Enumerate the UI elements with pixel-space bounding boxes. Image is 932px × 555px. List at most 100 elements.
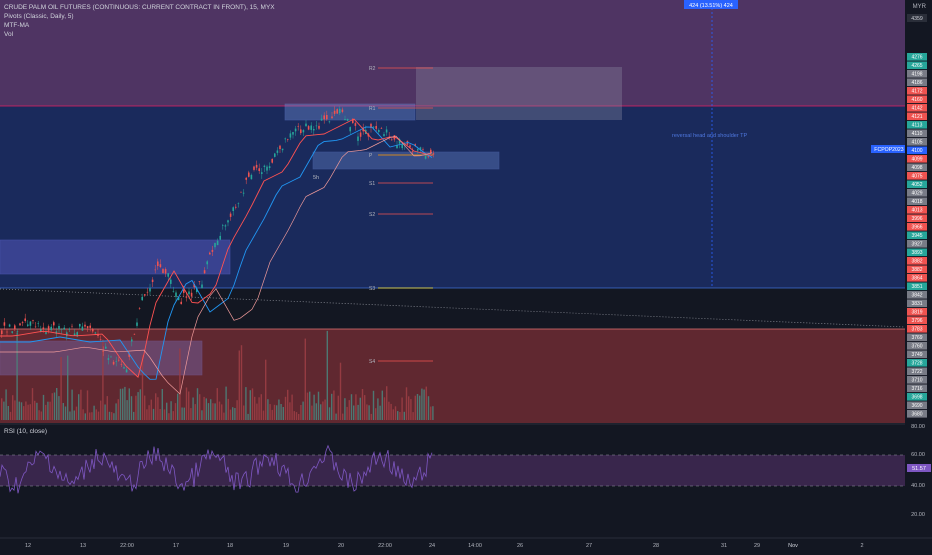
candle[interactable] [94, 332, 97, 334]
candle[interactable] [84, 324, 86, 327]
candle[interactable] [287, 139, 289, 140]
candle[interactable] [339, 108, 341, 114]
candle[interactable] [167, 273, 169, 277]
candle[interactable] [250, 174, 253, 180]
candle[interactable] [149, 288, 151, 292]
candle[interactable] [357, 136, 359, 141]
candle[interactable] [326, 115, 328, 120]
trend-line-dotted[interactable] [0, 288, 906, 328]
candle[interactable] [133, 333, 136, 335]
candle[interactable] [45, 332, 47, 334]
candle[interactable] [141, 296, 143, 301]
candle[interactable] [81, 326, 84, 331]
candle[interactable] [180, 301, 182, 305]
candle[interactable] [110, 356, 112, 358]
candle[interactable] [99, 339, 102, 340]
candle[interactable] [214, 243, 216, 248]
candle[interactable] [203, 270, 206, 274]
candle[interactable] [102, 351, 104, 352]
indicator-mtf-ma[interactable]: MTF-MA [4, 22, 30, 29]
candle[interactable] [86, 326, 89, 329]
candle[interactable] [227, 220, 229, 223]
supply-box-top[interactable] [284, 103, 416, 121]
candle[interactable] [401, 144, 403, 149]
candle[interactable] [3, 322, 6, 326]
candle[interactable] [92, 329, 94, 332]
candle[interactable] [219, 235, 221, 240]
candle[interactable] [66, 332, 68, 337]
candle[interactable] [97, 333, 99, 336]
candle[interactable] [414, 144, 416, 146]
candle[interactable] [341, 109, 344, 112]
candle[interactable] [331, 116, 333, 119]
candle[interactable] [19, 323, 21, 326]
candle[interactable] [289, 133, 292, 138]
candle[interactable] [409, 145, 411, 148]
candle[interactable] [162, 269, 164, 273]
candle[interactable] [115, 361, 117, 362]
candle[interactable] [255, 164, 258, 168]
candle[interactable] [430, 149, 432, 154]
candle[interactable] [24, 318, 26, 322]
candle[interactable] [136, 322, 138, 326]
candle[interactable] [323, 115, 325, 120]
candle[interactable] [313, 129, 315, 131]
candle[interactable] [27, 324, 29, 326]
candle[interactable] [422, 149, 424, 150]
candle[interactable] [346, 119, 349, 121]
candle[interactable] [183, 289, 185, 293]
candle[interactable] [1, 330, 3, 334]
candle[interactable] [196, 288, 198, 293]
candle[interactable] [128, 353, 130, 357]
candle[interactable] [71, 325, 73, 327]
candle[interactable] [294, 128, 297, 132]
candle[interactable] [34, 326, 37, 328]
candle[interactable] [216, 240, 219, 246]
candle[interactable] [190, 292, 193, 297]
candle[interactable] [172, 291, 175, 292]
candle[interactable] [76, 332, 78, 337]
candle[interactable] [120, 364, 123, 365]
candle[interactable] [211, 249, 214, 252]
candle[interactable] [411, 151, 414, 153]
range-box[interactable] [312, 151, 500, 170]
rsi-legend[interactable]: RSI (10, close) [4, 428, 47, 435]
candle[interactable] [232, 207, 234, 211]
candle[interactable] [164, 269, 167, 274]
candle[interactable] [60, 329, 63, 330]
candle[interactable] [266, 166, 268, 171]
candle[interactable] [89, 325, 91, 328]
candle[interactable] [372, 126, 375, 128]
candle[interactable] [42, 327, 45, 330]
candle[interactable] [50, 326, 52, 331]
candle[interactable] [320, 118, 323, 121]
candle[interactable] [391, 139, 393, 141]
candle[interactable] [224, 225, 227, 227]
candle[interactable] [144, 294, 146, 296]
candle[interactable] [404, 144, 406, 146]
candle[interactable] [146, 291, 149, 293]
candle[interactable] [333, 110, 336, 114]
candle[interactable] [235, 206, 237, 208]
candle[interactable] [305, 123, 307, 127]
candle[interactable] [21, 322, 24, 324]
candle[interactable] [396, 145, 398, 149]
candle[interactable] [222, 225, 224, 226]
candle[interactable] [154, 269, 156, 271]
candle[interactable] [193, 284, 195, 288]
candle[interactable] [209, 252, 211, 255]
candle[interactable] [170, 279, 172, 284]
candle[interactable] [297, 126, 299, 127]
candle[interactable] [240, 191, 242, 193]
candle[interactable] [344, 119, 346, 120]
candle[interactable] [253, 166, 255, 170]
candle[interactable] [279, 145, 281, 149]
candle[interactable] [336, 109, 338, 114]
candle[interactable] [53, 322, 55, 326]
candle[interactable] [8, 324, 11, 327]
candle[interactable] [11, 331, 13, 333]
candle[interactable] [284, 138, 286, 140]
candle[interactable] [349, 127, 351, 132]
candle[interactable] [151, 279, 154, 282]
